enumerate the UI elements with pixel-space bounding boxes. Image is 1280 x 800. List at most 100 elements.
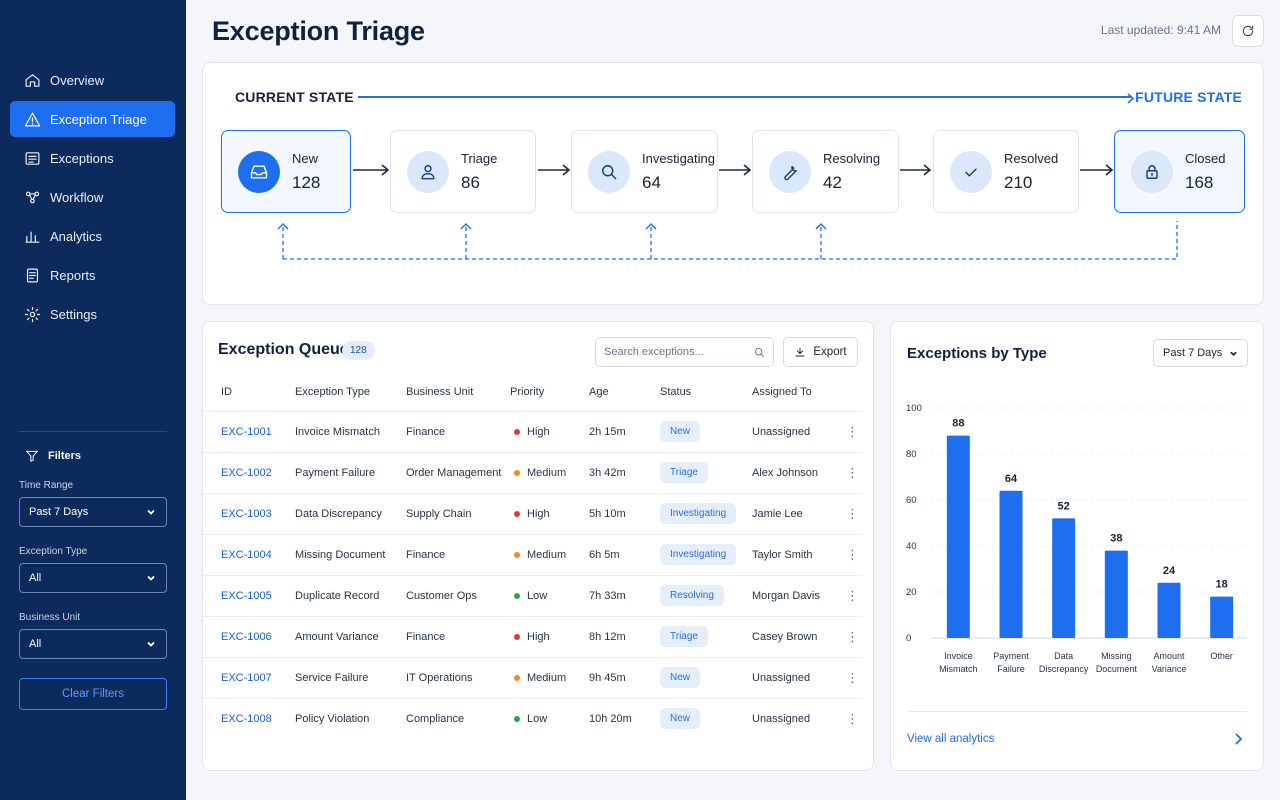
business-unit-select[interactable]: All [19,629,167,659]
exception-id-link[interactable]: EXC-1006 [203,615,295,657]
exception-id-link[interactable]: EXC-1008 [203,697,295,739]
assigned-to-cell: Morgan Davis [752,574,842,616]
x-tick-label: Mismatch [939,664,978,674]
sidebar-item-overview[interactable]: Overview [10,62,175,98]
column-header-status[interactable]: Status [660,386,692,399]
priority-label: Medium [527,466,567,479]
queue-title: Exception Queue [218,341,349,358]
sidebar-item-analytics[interactable]: Analytics [10,218,175,254]
sidebar-item-workflow[interactable]: Workflow [10,179,175,215]
status-cell: Triage [660,451,752,493]
table-row[interactable]: EXC-1001 Invoice Mismatch Finance High 2h 15… [203,410,863,452]
chart-divider [907,711,1247,712]
stage-count: 168 [1185,172,1214,192]
filters-panel: Filters Time Range Past 7 Days Exception… [19,431,167,710]
time-range-label: Time Range [19,480,74,491]
exception-id-link[interactable]: EXC-1005 [203,574,295,616]
table-row[interactable]: EXC-1005 Duplicate Record Customer Ops Low 7… [203,574,863,616]
x-tick-label: Discrepancy [1039,664,1089,674]
stage-name: Resolved [1004,150,1059,166]
stage-investigating[interactable]: Investigating 64 [571,130,718,213]
column-header-business-unit[interactable]: Business Unit [406,386,474,399]
column-header-priority[interactable]: Priority [510,386,545,399]
search-placeholder: Search exceptions... [604,346,704,358]
more-options-icon[interactable]: ⋮ [846,710,859,726]
table-row[interactable]: EXC-1007 Service Failure IT Operations Medi… [203,656,863,698]
stage-count: 86 [461,172,480,192]
assigned-to-cell: Jamie Lee [752,492,842,534]
stage-triage[interactable]: Triage 86 [390,130,536,213]
stage-resolved[interactable]: Resolved 210 [933,130,1079,213]
exception-id-link[interactable]: EXC-1007 [203,656,295,698]
status-badge: Investigating [660,503,737,524]
bar [1157,582,1181,638]
chevron-right-icon[interactable] [1233,732,1245,746]
stage-new[interactable]: New 128 [221,130,351,213]
column-header-age[interactable]: Age [589,386,609,399]
queue-count-badge: 128 [342,341,375,360]
exception-id-link[interactable]: EXC-1004 [203,533,295,575]
age-cell: 8h 12m [589,615,660,657]
status-badge: New [660,421,701,442]
sidebar-item-exception-triage[interactable]: Exception Triage [10,101,175,137]
table-row[interactable]: EXC-1003 Data Discrepancy Supply Chain High… [203,492,863,534]
wrench-icon [769,150,811,193]
data-label: 52 [1058,500,1070,512]
refresh-button[interactable] [1232,15,1264,47]
sidebar-item-exceptions[interactable]: Exceptions [10,140,175,176]
more-options-icon[interactable]: ⋮ [846,628,859,644]
x-tick-label: Payment [993,651,1029,661]
future-state-label: FUTURE STATE [1135,89,1242,105]
table-row[interactable]: EXC-1004 Missing Document Finance Medium 6h … [203,533,863,575]
column-header-assigned-to[interactable]: Assigned To [752,386,812,399]
column-header-type[interactable]: Exception Type [295,386,371,399]
time-range-select[interactable]: Past 7 Days [19,497,167,527]
stage-resolving[interactable]: Resolving 42 [752,130,899,213]
age-cell: 10h 20m [589,697,660,739]
export-button[interactable]: Export [783,337,858,367]
search-input[interactable]: Search exceptions... [595,337,774,367]
feedback-loop-arrows [277,221,1178,260]
chevron-down-icon [146,639,156,649]
exception-type-cell: Data Discrepancy [295,492,406,534]
sidebar-item-reports[interactable]: Reports [10,257,175,293]
more-options-icon[interactable]: ⋮ [846,669,859,685]
more-options-icon[interactable]: ⋮ [846,587,859,603]
more-options-icon[interactable]: ⋮ [846,546,859,562]
table-row[interactable]: EXC-1006 Amount Variance Finance High 8h 12m… [203,615,863,657]
page-title: Exception Triage [212,16,425,46]
y-tick-label: 80 [906,449,917,460]
more-options-icon[interactable]: ⋮ [846,423,859,439]
sidebar-item-settings[interactable]: Settings [10,296,175,332]
business-unit-cell: Supply Chain [406,492,510,534]
bar-chart: 0 20 40 60 80 100 88 Invoice Mismatch 64 Payment Fa… [906,403,1247,674]
table-row[interactable]: EXC-1008 Policy Violation Compliance Low 10h… [203,697,863,739]
exception-type-select[interactable]: All [19,563,167,593]
stage-closed[interactable]: Closed 168 [1114,130,1245,213]
status-badge: New [660,708,701,730]
view-all-analytics-link[interactable]: View all analytics [907,733,995,745]
sidebar: Overview Exception Triage Exceptions Wor… [0,0,186,800]
status-badge: Resolving [660,585,724,606]
more-options-icon[interactable]: ⋮ [846,505,859,521]
priority-dot [514,674,520,681]
more-options-icon[interactable]: ⋮ [846,464,859,480]
exception-id-link[interactable]: EXC-1001 [203,410,295,452]
filters-header: Filters [19,449,167,463]
data-label: 24 [1163,565,1176,577]
column-header-id[interactable]: ID [221,386,232,399]
chevron-down-icon [146,573,156,583]
exception-id-link[interactable]: EXC-1002 [203,451,295,493]
business-unit-cell: Finance [406,533,510,575]
exception-type-cell: Payment Failure [295,451,406,493]
priority-label: Medium [527,548,567,561]
export-label: Export [813,346,847,358]
priority-label: High [527,507,550,520]
business-unit-label: Business Unit [19,612,81,623]
x-tick-label: Missing [1101,651,1132,661]
table-row[interactable]: EXC-1002 Payment Failure Order Management M… [203,451,863,493]
chart-range-select[interactable]: Past 7 Days [1153,339,1248,367]
clear-filters-button[interactable]: Clear Filters [19,678,167,710]
priority-dot [514,633,520,640]
exception-id-link[interactable]: EXC-1003 [203,492,295,534]
